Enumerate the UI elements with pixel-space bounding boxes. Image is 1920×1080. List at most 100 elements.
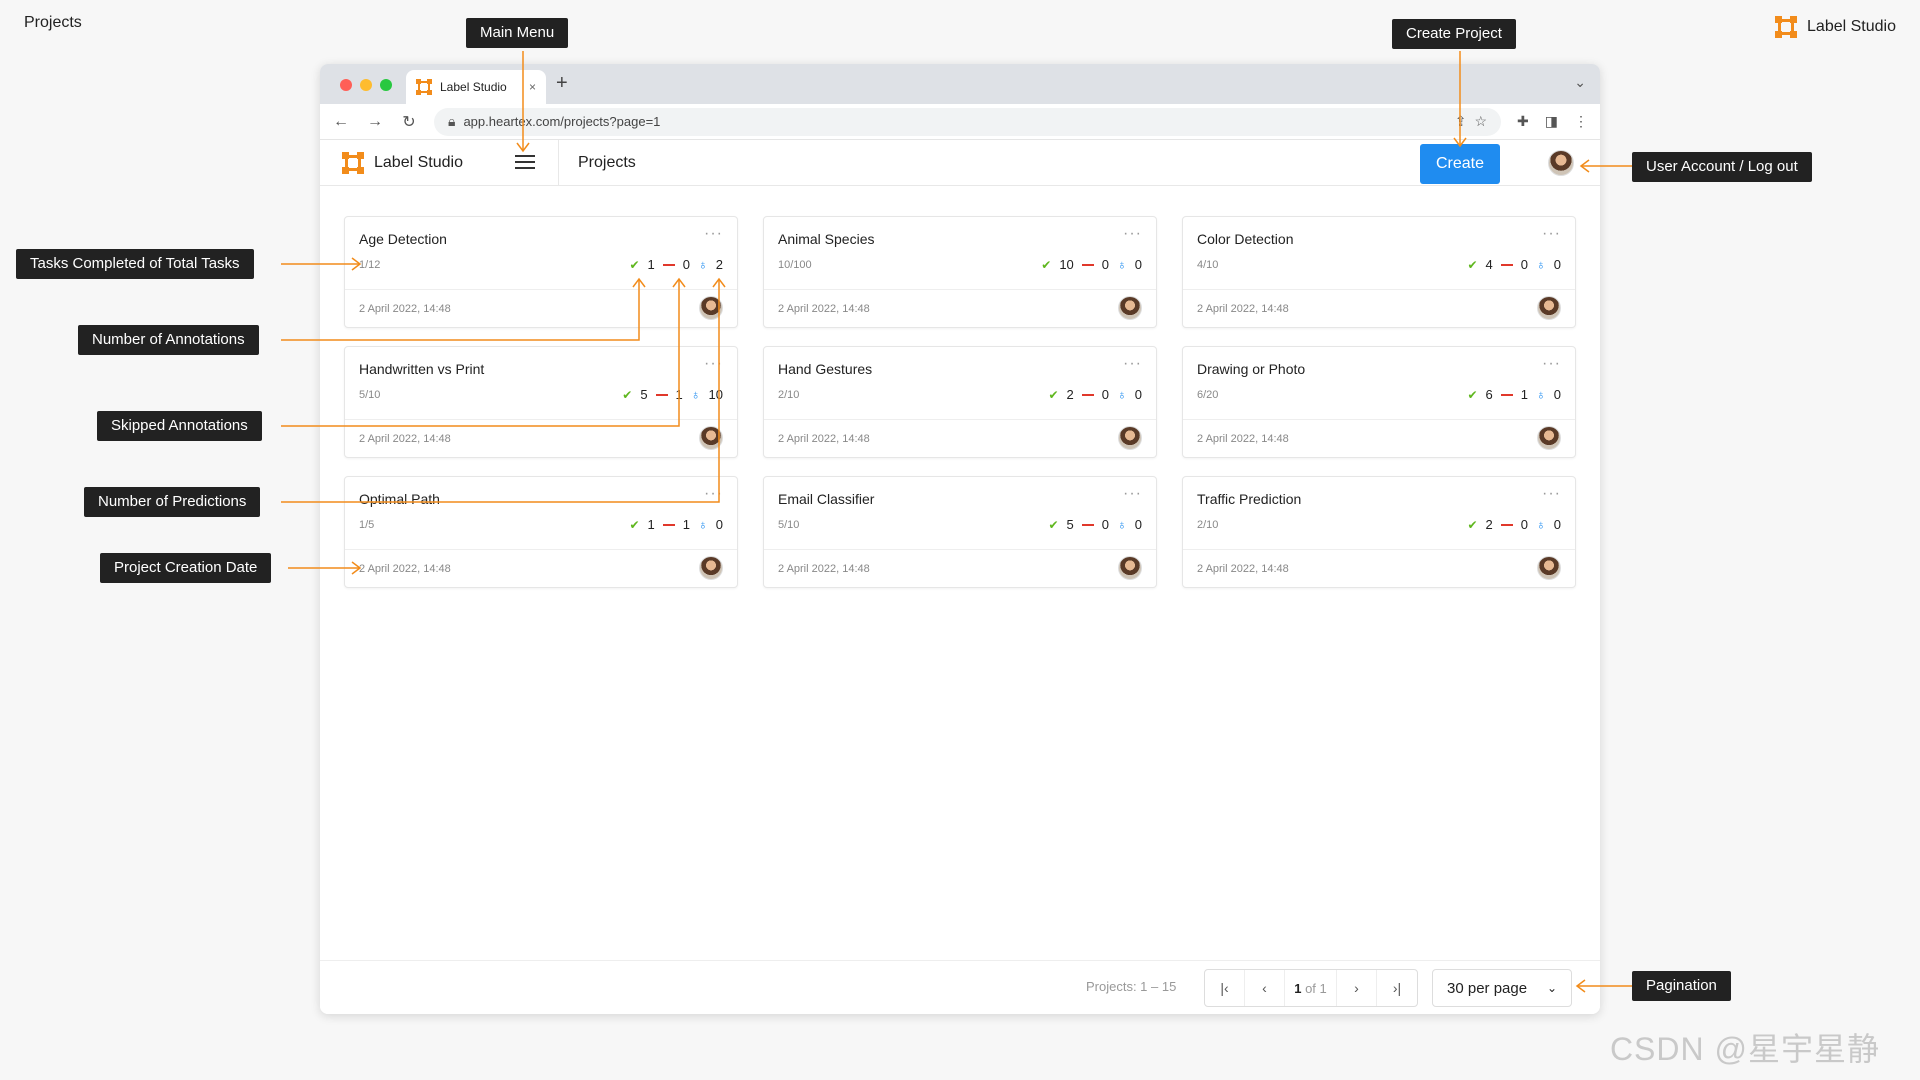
tasks-completed-label: 10/100 bbox=[778, 259, 812, 271]
project-stats: ✔ 1 1 ♁ 0 bbox=[629, 517, 723, 532]
project-menu-icon[interactable]: ··· bbox=[704, 355, 723, 372]
bookmark-star-icon[interactable]: ☆ bbox=[1474, 113, 1488, 129]
project-stats: ✔ 5 0 ♁ 0 bbox=[1048, 517, 1142, 532]
lightbulb-icon: ♁ bbox=[1117, 257, 1127, 272]
last-page-icon[interactable]: ›| bbox=[1392, 980, 1402, 996]
annotations-count: 10 bbox=[1059, 257, 1074, 272]
side-panel-icon[interactable]: ◨ bbox=[1544, 113, 1558, 129]
tasks-completed-label: 2/10 bbox=[778, 389, 800, 401]
skipped-count: 1 bbox=[675, 387, 683, 402]
project-menu-icon[interactable]: ··· bbox=[1123, 225, 1142, 242]
window-close-icon[interactable] bbox=[340, 79, 352, 91]
lightbulb-icon: ♁ bbox=[1536, 257, 1546, 272]
tab-close-icon[interactable]: × bbox=[528, 80, 536, 94]
forward-arrow-icon[interactable]: → bbox=[367, 112, 383, 130]
project-card[interactable]: Age Detection ··· 1/12 ✔ 1 0 ♁ 2 2 April 2022, 1… bbox=[344, 216, 738, 328]
card-divider bbox=[1183, 549, 1575, 550]
user-avatar[interactable] bbox=[1548, 150, 1574, 176]
predictions-count: 2 bbox=[715, 257, 723, 272]
minus-icon bbox=[662, 263, 675, 266]
app-header: Label Studio Projects Create bbox=[320, 140, 1600, 186]
project-owner-avatar[interactable] bbox=[1118, 556, 1142, 580]
project-title: Email Classifier bbox=[778, 491, 875, 507]
project-title: Optimal Path bbox=[359, 491, 440, 507]
project-owner-avatar[interactable] bbox=[1118, 296, 1142, 320]
project-card[interactable]: Handwritten vs Print ··· 5/10 ✔ 5 1 ♁ 10 2 April… bbox=[344, 346, 738, 458]
page-of-label: of 1 bbox=[1305, 980, 1327, 996]
project-menu-icon[interactable]: ··· bbox=[704, 485, 723, 502]
project-menu-icon[interactable]: ··· bbox=[1123, 485, 1142, 502]
browser-tabstrip: Label Studio × + ⌄ bbox=[320, 64, 1600, 104]
share-icon[interactable]: ⇪ bbox=[1454, 113, 1467, 129]
project-card[interactable]: Hand Gestures ··· 2/10 ✔ 2 0 ♁ 0 2 April 2022, 1… bbox=[763, 346, 1157, 458]
project-card[interactable]: Animal Species ··· 10/100 ✔ 10 0 ♁ 0 2 April 202… bbox=[763, 216, 1157, 328]
new-tab-button[interactable]: + bbox=[556, 72, 568, 94]
lightbulb-icon: ♁ bbox=[1117, 517, 1127, 532]
project-menu-icon[interactable]: ··· bbox=[1542, 355, 1561, 372]
first-page-icon[interactable]: |‹ bbox=[1205, 970, 1245, 1006]
lightbulb-icon: ♁ bbox=[1536, 387, 1546, 402]
browser-tab[interactable]: Label Studio × bbox=[406, 70, 546, 104]
reload-icon[interactable]: ↻ bbox=[402, 113, 416, 131]
check-icon: ✔ bbox=[1041, 257, 1052, 272]
lightbulb-icon: ♁ bbox=[698, 517, 708, 532]
annotations-count: 6 bbox=[1485, 387, 1493, 402]
project-menu-icon[interactable]: ··· bbox=[1123, 355, 1142, 372]
per-page-select[interactable]: 30 per page ⌄ bbox=[1432, 969, 1572, 1007]
next-page-icon[interactable]: › bbox=[1337, 970, 1377, 1006]
project-menu-icon[interactable]: ··· bbox=[704, 225, 723, 242]
skipped-count: 1 bbox=[682, 517, 691, 532]
annotations-count: 2 bbox=[1485, 517, 1493, 532]
callout-predictions: Number of Predictions bbox=[84, 487, 261, 517]
project-card[interactable]: Color Detection ··· 4/10 ✔ 4 0 ♁ 0 2 April 2022,… bbox=[1182, 216, 1576, 328]
project-owner-avatar[interactable] bbox=[699, 426, 723, 450]
project-owner-avatar[interactable] bbox=[699, 296, 723, 320]
check-icon: ✔ bbox=[1048, 387, 1059, 402]
projects-count-label: Projects: 1 – 15 bbox=[1086, 979, 1177, 994]
address-bar[interactable]: 🔒︎ app.heartex.com/projects?page=1 ⇪ ☆ bbox=[434, 107, 1502, 136]
project-card[interactable]: Drawing or Photo ··· 6/20 ✔ 6 1 ♁ 0 2 April 2022… bbox=[1182, 346, 1576, 458]
window-minimize-icon[interactable] bbox=[360, 79, 372, 91]
card-divider bbox=[345, 549, 737, 550]
minus-icon bbox=[662, 523, 675, 526]
project-date: 2 April 2022, 14:48 bbox=[1197, 433, 1289, 445]
project-date: 2 April 2022, 14:48 bbox=[778, 563, 870, 575]
browser-menu-icon[interactable]: ⋮ bbox=[1574, 113, 1588, 129]
project-title: Age Detection bbox=[359, 231, 447, 247]
annotations-count: 2 bbox=[1066, 387, 1074, 402]
app-brand-label: Label Studio bbox=[374, 153, 463, 171]
predictions-count: 0 bbox=[1553, 387, 1561, 402]
label-studio-logo-icon bbox=[1775, 16, 1798, 38]
project-owner-avatar[interactable] bbox=[1537, 426, 1561, 450]
prev-page-icon[interactable]: ‹ bbox=[1245, 970, 1285, 1006]
project-card[interactable]: Email Classifier ··· 5/10 ✔ 5 0 ♁ 0 2 April 2022… bbox=[763, 476, 1157, 588]
browser-tab-title: Label Studio bbox=[440, 80, 507, 94]
tab-list-chevron-icon[interactable]: ⌄ bbox=[1574, 74, 1586, 90]
project-card[interactable]: Traffic Prediction ··· 2/10 ✔ 2 0 ♁ 0 2 April 20… bbox=[1182, 476, 1576, 588]
card-divider bbox=[764, 289, 1156, 290]
create-project-button[interactable]: Create bbox=[1420, 144, 1500, 184]
back-arrow-icon[interactable]: ← bbox=[333, 112, 349, 130]
address-url: app.heartex.com/projects?page=1 bbox=[463, 114, 661, 129]
check-icon: ✔ bbox=[1048, 517, 1059, 532]
project-owner-avatar[interactable] bbox=[1537, 556, 1561, 580]
app-brand[interactable]: Label Studio bbox=[320, 151, 556, 174]
window-maximize-icon[interactable] bbox=[380, 79, 392, 91]
minus-icon bbox=[1500, 263, 1513, 266]
project-date: 2 April 2022, 14:48 bbox=[778, 433, 870, 445]
project-menu-icon[interactable]: ··· bbox=[1542, 485, 1561, 502]
hamburger-icon[interactable] bbox=[515, 153, 535, 171]
project-owner-avatar[interactable] bbox=[699, 556, 723, 580]
project-card[interactable]: Optimal Path ··· 1/5 ✔ 1 1 ♁ 0 2 April 2022, 14:… bbox=[344, 476, 738, 588]
project-owner-avatar[interactable] bbox=[1537, 296, 1561, 320]
callout-pagination: Pagination bbox=[1632, 971, 1731, 1001]
project-owner-avatar[interactable] bbox=[1118, 426, 1142, 450]
pager: |‹ ‹ 1 of 1 › ›| bbox=[1204, 969, 1418, 1007]
card-divider bbox=[345, 419, 737, 420]
project-stats: ✔ 1 0 ♁ 2 bbox=[629, 257, 723, 272]
callout-create-project: Create Project bbox=[1392, 19, 1516, 49]
lightbulb-icon: ♁ bbox=[1117, 387, 1127, 402]
extensions-puzzle-icon[interactable]: ✚ bbox=[1517, 113, 1529, 129]
project-date: 2 April 2022, 14:48 bbox=[359, 303, 451, 315]
project-menu-icon[interactable]: ··· bbox=[1542, 225, 1561, 242]
